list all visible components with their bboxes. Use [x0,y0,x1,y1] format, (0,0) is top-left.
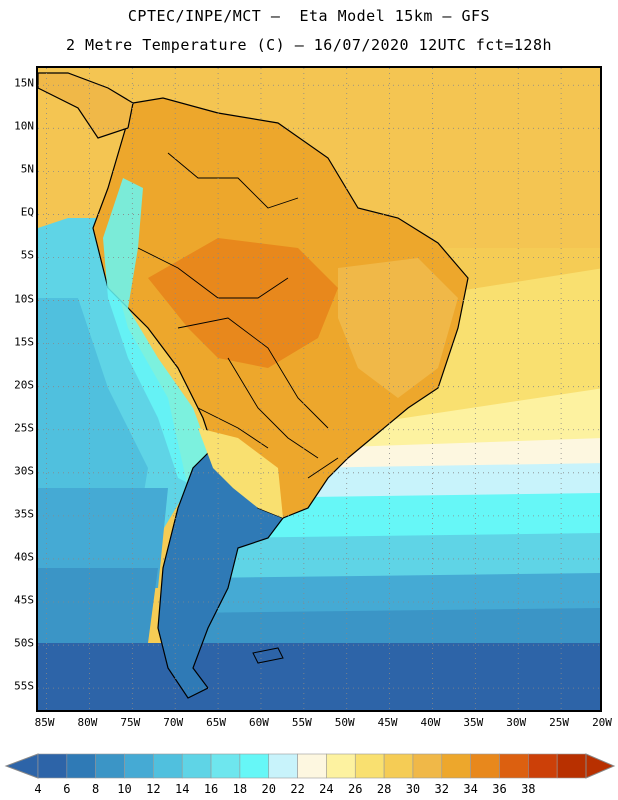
colorbar-swatch [66,753,96,779]
colorbar-tick-label: 28 [376,782,392,796]
colorbar-tick-label: 10 [117,782,132,796]
falkland-islands [252,647,284,664]
longitude-label: 40W [420,716,441,729]
colorbar-low-arrow [4,753,39,779]
colorbar-swatch [499,753,529,779]
latitude-label: 25S [14,421,34,435]
longitude-label: 85W [34,716,55,729]
colorbar-swatch [354,753,385,779]
colorbar-tick-label: 24 [319,782,334,796]
latitude-label: 40S [14,550,34,564]
brazil-east-region [338,258,458,398]
longitude-label: 70W [163,716,184,729]
colorbar-swatch [95,753,125,779]
colorbar-swatch [239,753,270,779]
colorbar-tick-label: 4 [34,782,42,796]
longitude-label: 45W [377,716,398,729]
colorbar-tick-label: 20 [261,782,276,796]
pacific-aqua-band [38,298,148,528]
colorbar-tick-label: 8 [92,782,100,796]
latitude-label: 50S [14,636,34,650]
southern-ocean-band [38,643,600,710]
colorbar-swatch [326,753,356,779]
latitude-label: 35S [14,507,34,521]
longitude-label: 35W [463,716,484,729]
latitude-label: 30S [14,464,34,478]
latitude-label: EQ [20,205,34,219]
colorbar-swatch [124,753,154,779]
pacific-teal-band [38,488,168,588]
central-argentina-land [198,428,283,518]
colorbar-tick-label: 30 [405,782,421,796]
latitude-label: 15N [14,76,34,90]
colorbar-swatch [37,753,68,779]
colorbar-tick-label: 38 [521,782,536,796]
map-title-line-1: CPTEC/INPE/MCT – Eta Model 15km – GFS [127,7,491,25]
longitude-label: 80W [77,716,98,729]
colorbar-tick-label: 32 [434,782,450,796]
colorbar-swatch [441,753,471,779]
colorbar-high-arrow [585,753,616,779]
longitude-label: 25W [549,716,570,729]
latitude-label: 5S [20,248,34,262]
latitude-label: 20S [14,378,34,392]
colorbar-tick-label: 22 [290,782,305,796]
longitude-label: 20W [592,716,612,729]
longitude-label: 75W [120,716,141,729]
central-america-land [38,72,134,139]
colorbar-tick-label: 18 [232,782,248,796]
latitude-label: 55S [14,679,34,693]
longitude-label: 55W [291,716,312,729]
colorbar-tick-label: 36 [492,782,507,796]
latitude-label: 15S [14,335,34,349]
colorbar-swatch [528,753,558,779]
colorbar-swatch [556,753,587,779]
longitude-label: 50W [334,716,355,729]
colorbar-swatch [181,753,212,779]
colorbar-tick-label: 34 [463,782,478,796]
longitude-label: 65W [206,716,227,729]
temperature-colorbar [4,753,616,779]
colorbar-swatch [412,753,443,779]
latitude-label: 45S [14,593,34,607]
longitude-label: 30W [506,716,527,729]
colorbar-swatch [268,753,298,779]
hot-interior-region [148,238,338,368]
patagonia-land [157,447,284,699]
colorbar-tick-label: 16 [203,782,219,796]
colorbar-swatch [153,753,183,779]
latitude-label: 5N [20,162,34,176]
colorbar-swatch [470,753,500,779]
temperature-map [36,66,602,712]
colorbar-swatch [383,753,414,779]
colorbar-tick-label: 6 [63,782,71,796]
colorbar-swatch [210,753,241,779]
longitude-label: 60W [249,716,269,729]
colorbar-tick-label: 12 [146,782,161,796]
colorbar-swatch [297,753,327,779]
andes-cool-strip [103,178,208,488]
pacific-blue-band [38,568,158,643]
south-atlantic-blue-band [178,608,600,648]
map-title-line-2: 2 Metre Temperature (C) – 16/07/2020 12U… [65,36,553,54]
latitude-label: 10S [14,292,34,306]
map-canvas [38,68,600,710]
colorbar-tick-label: 14 [174,782,190,796]
latitude-label: 10N [14,119,34,133]
colorbar-tick-label: 26 [348,782,363,796]
